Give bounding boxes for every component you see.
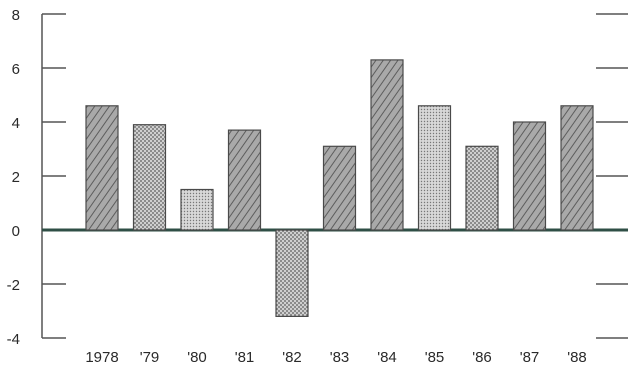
bar-6 [370, 59, 404, 231]
bar-5 [322, 145, 357, 231]
x-tick-label: '85 [425, 349, 445, 366]
y-tick-label: -4 [7, 331, 20, 348]
bar-9 [512, 121, 547, 231]
x-tick-label: '87 [520, 349, 540, 366]
y-tick-label: 4 [12, 115, 20, 132]
bar-2 [180, 188, 214, 231]
bar-4 [275, 229, 309, 318]
y-tick-label: -2 [7, 277, 20, 294]
x-tick-label: '86 [472, 349, 492, 366]
x-tick-label: '88 [567, 349, 587, 366]
bar-10 [560, 105, 594, 231]
bar-7 [417, 105, 452, 231]
x-tick-label: '81 [235, 349, 255, 366]
bar-1 [132, 124, 167, 231]
y-tick-label: 8 [12, 7, 20, 24]
x-tick-label: '80 [187, 349, 207, 366]
x-tick-label: '84 [377, 349, 397, 366]
bar-0 [85, 105, 119, 231]
bar-8 [465, 145, 499, 231]
x-tick-label: '83 [330, 349, 350, 366]
labels-layer: 8 6 4 2 0 -2 -4 1978 '79 '80 '81 '82 '83 '84 '85 '86 '87… [7, 7, 587, 366]
y-tick-label: 0 [12, 223, 20, 240]
bar-3 [227, 129, 262, 231]
y-tick-label: 6 [12, 61, 20, 78]
x-tick-label: 1978 [85, 349, 118, 366]
bars-layer [85, 59, 594, 318]
x-tick-label: '82 [282, 349, 302, 366]
x-tick-label: '79 [140, 349, 160, 366]
y-tick-label: 2 [12, 169, 20, 186]
